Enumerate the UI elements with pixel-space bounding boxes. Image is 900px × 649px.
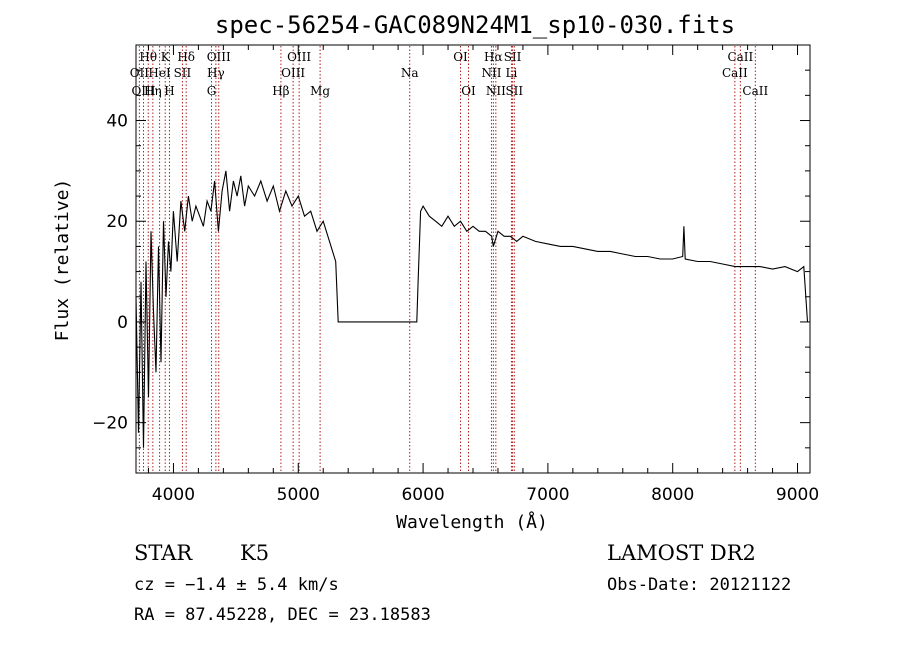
spectral-line-label: OIII xyxy=(131,84,155,98)
y-axis-label: Flux (relative) xyxy=(52,179,73,342)
y-tick-label: 20 xyxy=(106,212,128,232)
x-tick-label: 5000 xyxy=(277,485,320,505)
spectral-line-label: Hθ xyxy=(139,50,157,64)
object-subclass: K5 xyxy=(240,541,269,565)
spectral-line-label: SII xyxy=(174,66,192,80)
spectral-line-label: OIII xyxy=(281,66,305,80)
spectral-line-label: Hα xyxy=(484,50,503,64)
spectral-line-label: CaII xyxy=(727,50,753,64)
x-tick-label: 4000 xyxy=(152,485,195,505)
spectral-line-label: OI xyxy=(461,84,476,98)
spectral-line-label: OIII xyxy=(287,50,311,64)
spectral-line-markers xyxy=(138,46,756,472)
x-tick-label: 9000 xyxy=(776,485,819,505)
spectral-line-label: Li xyxy=(506,66,518,80)
spectral-line-label: Hβ xyxy=(272,84,289,98)
spectrum-line xyxy=(135,170,809,448)
spectral-line-labels: HθOIIOIIIHηHeIKHSIIHδGOIIIHγHβOIIIOIIIMg… xyxy=(130,50,769,98)
x-tick-label: 6000 xyxy=(401,485,444,505)
spectral-line-label: Mg xyxy=(310,84,330,98)
chart-title: spec-56254-GAC089N24M1_sp10-030.fits xyxy=(215,11,735,39)
spectral-line-label: H xyxy=(164,84,174,98)
spectral-line-label: NII xyxy=(486,84,506,98)
y-axis-ticks: −20 0 20 40 xyxy=(92,44,810,474)
spectral-line-label: NII xyxy=(481,66,501,80)
spectral-line-label: Hγ xyxy=(207,66,225,80)
x-tick-label: 8000 xyxy=(651,485,694,505)
y-tick-label: 40 xyxy=(106,112,128,132)
redshift-velocity: cz = −1.4 ± 5.4 km/s xyxy=(134,575,339,595)
spectral-line-label: CaII xyxy=(722,66,748,80)
spectral-line-label: CaII xyxy=(742,84,768,98)
x-axis-label: Wavelength (Å) xyxy=(396,511,548,533)
y-tick-label: −20 xyxy=(92,414,128,434)
spectral-line-label: HeI xyxy=(148,66,171,80)
y-tick-label: 0 xyxy=(117,313,128,333)
spectral-line-label: Hδ xyxy=(177,50,195,64)
spectral-line-label: OIII xyxy=(207,50,231,64)
spectral-line-label: G xyxy=(207,84,217,98)
coordinates: RA = 87.45228, DEC = 23.18583 xyxy=(134,605,431,625)
spectral-line-label: K xyxy=(161,50,171,64)
plot-frame xyxy=(135,44,811,474)
object-class: STAR xyxy=(134,541,193,565)
spectral-line-label: Na xyxy=(401,66,419,80)
x-tick-label: 7000 xyxy=(526,485,569,505)
spectral-line-label: SII xyxy=(504,50,522,64)
spectral-line-label: Hη xyxy=(144,84,162,98)
spectral-line-label: OII xyxy=(130,66,150,80)
survey-name: LAMOST DR2 xyxy=(607,541,756,565)
observation-date: Obs-Date: 20121122 xyxy=(607,575,791,595)
spectral-line-label: OI xyxy=(453,50,468,64)
x-axis-ticks: 4000 5000 6000 7000 8000 9000 xyxy=(147,45,819,505)
spectral-line-label: SII xyxy=(505,84,523,98)
